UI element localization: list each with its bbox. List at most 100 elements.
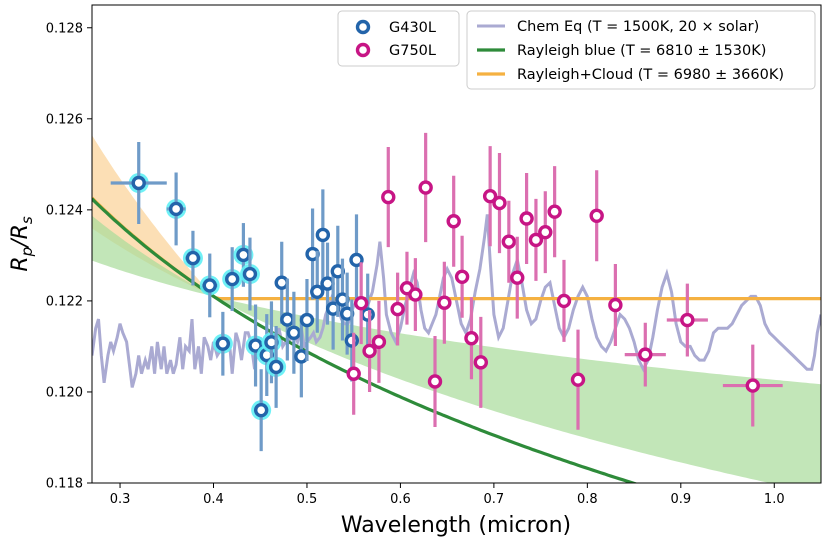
g750l-point bbox=[492, 152, 507, 254]
g430l-marker bbox=[268, 359, 284, 375]
g430l-point bbox=[310, 250, 325, 333]
g750l-marker bbox=[437, 295, 452, 310]
g750l-point bbox=[722, 344, 783, 427]
x-tick-label: 0.6 bbox=[390, 492, 411, 507]
g750l-point bbox=[556, 259, 572, 342]
g430l-point bbox=[280, 278, 295, 361]
x-tick-label: 0.9 bbox=[670, 492, 691, 507]
g430l-marker bbox=[236, 247, 251, 263]
g750l-point bbox=[454, 235, 470, 318]
g430l-marker bbox=[224, 271, 240, 287]
g430l-point bbox=[239, 237, 260, 311]
g750l-marker bbox=[538, 224, 553, 240]
g750l-marker bbox=[510, 270, 525, 285]
g430l-marker bbox=[344, 333, 360, 348]
g430l-point bbox=[251, 369, 272, 452]
g750l-point bbox=[353, 262, 369, 345]
g750l-marker bbox=[464, 331, 479, 346]
g750l-point bbox=[371, 300, 387, 383]
g430l-marker bbox=[310, 284, 325, 299]
axis-ticks: 0.3 0.4 0.5 0.6 0.7 0.8 0.9 1.0 0.118 0.120 0.122 0… bbox=[46, 21, 785, 507]
g750l-marker bbox=[680, 312, 695, 328]
g750l-marker bbox=[482, 188, 498, 204]
rayleigh-blue-line bbox=[92, 197, 639, 483]
g750l-point bbox=[362, 310, 377, 392]
g430l-marker bbox=[349, 252, 364, 268]
g750l-marker bbox=[519, 211, 534, 226]
g750l-point bbox=[418, 132, 433, 243]
legend-g430l-marker bbox=[355, 19, 371, 35]
g750l-point bbox=[547, 166, 562, 258]
g430l-point bbox=[212, 311, 233, 376]
x-axis-label: Wavelength (micron) bbox=[341, 513, 571, 538]
g430l-marker bbox=[286, 325, 302, 340]
g750l-point bbox=[427, 335, 443, 428]
g750l-marker bbox=[570, 372, 586, 387]
legend-left: G430L G750L bbox=[337, 10, 460, 67]
y-axis-label: Rp/Rs bbox=[8, 216, 36, 272]
g430l-marker bbox=[248, 338, 263, 353]
legend-g750l-label: G750L bbox=[389, 43, 436, 59]
g430l-point bbox=[274, 241, 289, 324]
x-tick-label: 0.8 bbox=[577, 492, 598, 507]
g750l-point bbox=[538, 191, 553, 274]
g430l-point bbox=[349, 214, 364, 306]
g430l-marker bbox=[215, 336, 231, 351]
y-label-r: R bbox=[8, 256, 33, 271]
g750l-marker bbox=[408, 287, 423, 302]
x-tick-label: 0.4 bbox=[203, 492, 224, 507]
g750l-marker bbox=[371, 334, 387, 350]
plot-frame bbox=[91, 4, 822, 484]
rayleigh-blue-band bbox=[92, 215, 821, 483]
g750l-marker bbox=[608, 297, 623, 313]
g750l-point bbox=[624, 322, 666, 387]
g430l-point bbox=[222, 247, 243, 311]
g750l-point bbox=[437, 261, 452, 344]
g430l-point bbox=[335, 258, 350, 341]
g430l-marker bbox=[280, 312, 295, 327]
data-points bbox=[110, 132, 783, 452]
g750l-point bbox=[482, 146, 498, 247]
g750l-marker bbox=[556, 293, 572, 309]
y-tick-label: 0.118 bbox=[46, 477, 83, 492]
g750l-marker bbox=[528, 232, 544, 248]
g430l-point bbox=[182, 230, 203, 286]
g430l-marker bbox=[274, 275, 289, 290]
g430l-point bbox=[294, 315, 309, 398]
y-tick-label: 0.120 bbox=[46, 385, 83, 400]
g750l-point bbox=[501, 200, 517, 283]
g430l-marker bbox=[315, 227, 331, 243]
legend-chem-label: Chem Eq (T = 1500K, 20 × solar) bbox=[517, 19, 759, 35]
g430l-point bbox=[266, 325, 287, 408]
g430l-point bbox=[166, 172, 187, 246]
g750l-marker bbox=[353, 295, 369, 311]
g750l-marker bbox=[492, 195, 507, 211]
y-tick-label: 0.128 bbox=[46, 21, 83, 36]
g750l-point bbox=[390, 272, 405, 346]
g750l-marker bbox=[446, 214, 461, 229]
g750l-marker bbox=[418, 180, 433, 195]
g430l-point bbox=[199, 253, 220, 318]
g750l-point bbox=[464, 297, 479, 380]
g750l-point bbox=[589, 170, 604, 262]
g750l-marker bbox=[346, 366, 361, 381]
g750l-marker bbox=[427, 374, 443, 389]
g430l-point bbox=[286, 291, 302, 374]
g750l-marker bbox=[638, 347, 653, 362]
g750l-point bbox=[473, 316, 488, 408]
g750l-point bbox=[510, 236, 525, 319]
g750l-point bbox=[408, 258, 423, 331]
g750l-marker bbox=[501, 234, 517, 249]
y-tick-label: 0.126 bbox=[46, 112, 83, 127]
g430l-point bbox=[110, 142, 167, 224]
g750l-point bbox=[381, 147, 396, 248]
x-tick-label: 1.0 bbox=[764, 492, 785, 507]
g430l-marker bbox=[360, 307, 375, 322]
g430l-marker bbox=[253, 402, 269, 418]
g750l-marker bbox=[547, 204, 562, 219]
g430l-marker bbox=[168, 201, 184, 217]
legend-right-box bbox=[466, 10, 816, 90]
g750l-marker bbox=[390, 301, 405, 317]
x-tick-label: 0.7 bbox=[484, 492, 505, 507]
legend-g430l-label: G430L bbox=[389, 20, 436, 36]
